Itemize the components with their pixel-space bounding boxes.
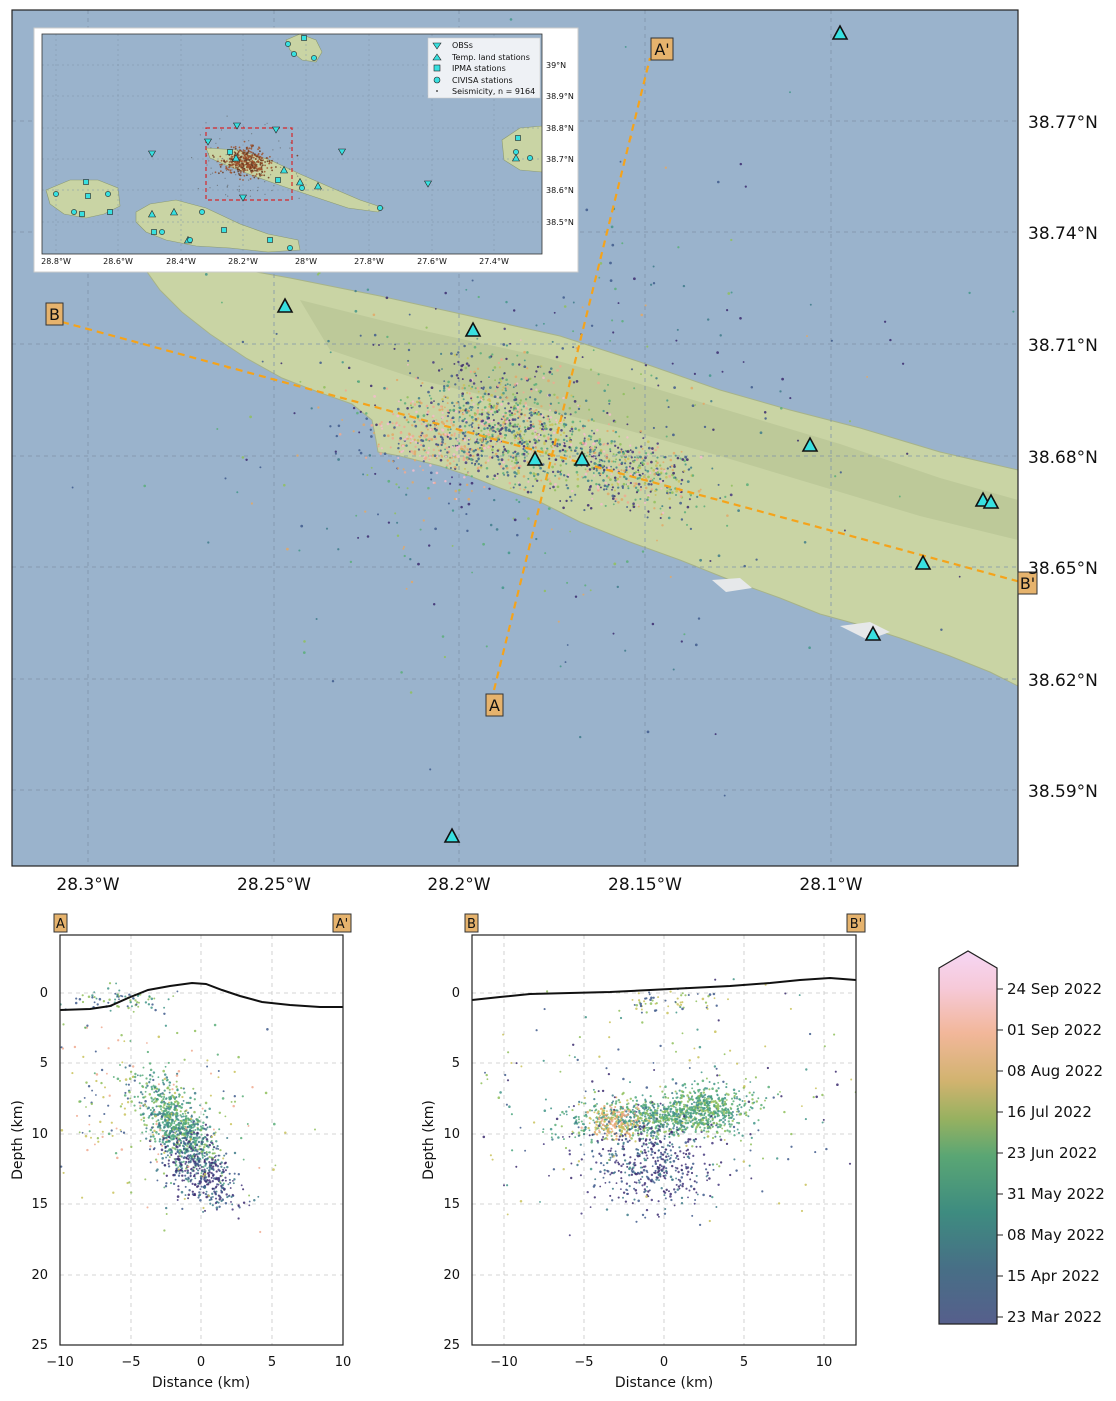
colorbar-label: 08 Aug 2022 — [1007, 1062, 1103, 1080]
svg-text:27.8°W: 27.8°W — [354, 257, 384, 266]
svg-text:5: 5 — [268, 1355, 276, 1370]
colorbar-label: 08 May 2022 — [1007, 1226, 1105, 1244]
colorbar: 24 Sep 2022 01 Sep 2022 08 Aug 2022 16 J… — [939, 951, 1105, 1326]
section-a-marker-start: A — [54, 914, 67, 932]
svg-text:28.8°W: 28.8°W — [41, 257, 71, 266]
lon-tick: 28.15°W — [608, 875, 682, 895]
svg-text:28.2°W: 28.2°W — [228, 257, 258, 266]
lat-tick: 38.59°N — [1028, 782, 1098, 802]
section-b-ylabel: Depth (km) — [421, 1100, 437, 1180]
lat-tick: 38.77°N — [1028, 113, 1098, 133]
legend-seismicity: Seismicity, n = 9164 — [452, 87, 535, 96]
svg-text:38.6°N: 38.6°N — [546, 186, 574, 195]
profile-marker-a-prime: A' — [651, 38, 673, 60]
colorbar-label: 15 Apr 2022 — [1007, 1267, 1100, 1285]
colorbar-label: 23 Jun 2022 — [1007, 1144, 1097, 1162]
colorbar-label: 31 May 2022 — [1007, 1185, 1105, 1203]
svg-text:39°N: 39°N — [546, 61, 566, 70]
lat-tick: 38.74°N — [1028, 224, 1098, 244]
svg-text:28.6°W: 28.6°W — [103, 257, 133, 266]
colorbar-label: 23 Mar 2022 — [1007, 1308, 1102, 1326]
svg-text:15: 15 — [31, 1197, 48, 1212]
svg-text:27.4°W: 27.4°W — [479, 257, 509, 266]
svg-text:20: 20 — [31, 1268, 48, 1283]
map-lat-ticks: 38.77°N 38.74°N 38.71°N 38.68°N 38.65°N … — [1028, 113, 1098, 802]
seismicity-legend-icon — [436, 90, 438, 92]
cross-section-a: A A' Distance (km) Depth (km) −10 −5 0 5… — [0, 914, 354, 1391]
svg-text:28°W: 28°W — [295, 257, 317, 266]
section-b-marker-start: B — [465, 914, 478, 932]
svg-text:B: B — [49, 305, 60, 324]
svg-text:10: 10 — [31, 1127, 48, 1142]
section-b-yticks: 0 5 10 15 20 25 — [443, 986, 460, 1353]
section-b-xlabel: Distance (km) — [615, 1375, 713, 1391]
svg-text:27.6°W: 27.6°W — [417, 257, 447, 266]
svg-text:−10: −10 — [46, 1355, 73, 1370]
lat-tick: 38.71°N — [1028, 336, 1098, 356]
inset-legend: OBSs Temp. land stations IPMA stations C… — [428, 38, 540, 98]
svg-text:10: 10 — [335, 1355, 352, 1370]
colorbar-label: 24 Sep 2022 — [1007, 980, 1102, 998]
lat-tick: 38.62°N — [1028, 671, 1098, 691]
ipma-legend-icon — [434, 65, 440, 71]
colorbar-labels: 24 Sep 2022 01 Sep 2022 08 Aug 2022 16 J… — [1007, 980, 1105, 1326]
section-b-xticks: −10 −5 0 5 10 — [490, 1355, 832, 1370]
svg-text:A: A — [56, 917, 65, 932]
svg-text:38.7°N: 38.7°N — [546, 155, 574, 164]
colorbar-label: 16 Jul 2022 — [1007, 1103, 1092, 1121]
svg-text:38.5°N: 38.5°N — [546, 218, 574, 227]
svg-text:5: 5 — [40, 1056, 48, 1071]
svg-text:25: 25 — [31, 1338, 48, 1353]
colorbar-gradient — [939, 951, 997, 1324]
svg-text:A': A' — [336, 917, 348, 932]
svg-text:−5: −5 — [121, 1355, 140, 1370]
section-a-ylabel: Depth (km) — [10, 1100, 26, 1180]
map-lon-ticks: 28.3°W 28.25°W 28.2°W 28.15°W 28.1°W — [56, 875, 862, 895]
section-a-marker-end: A' — [333, 914, 351, 932]
lat-tick: 38.65°N — [1028, 559, 1098, 579]
svg-text:28.4°W: 28.4°W — [166, 257, 196, 266]
section-a-xticks: −10 −5 0 5 10 — [46, 1355, 351, 1370]
cross-section-b: B B' Distance (km) Depth (km) −10 −5 0 5… — [300, 914, 1017, 1391]
section-b-marker-end: B' — [847, 914, 865, 932]
civisa-legend-icon — [434, 77, 440, 83]
lon-tick: 28.1°W — [799, 875, 862, 895]
legend-civisa: CIVISA stations — [452, 76, 513, 85]
svg-text:0: 0 — [197, 1355, 205, 1370]
lon-tick: 28.2°W — [427, 875, 490, 895]
profile-marker-a: A — [486, 694, 503, 716]
section-a-xlabel: Distance (km) — [152, 1375, 250, 1391]
colorbar-label: 01 Sep 2022 — [1007, 1021, 1102, 1039]
inset-map: OBSs Temp. land stations IPMA stations C… — [25, 28, 578, 272]
svg-text:38.9°N: 38.9°N — [546, 92, 574, 101]
svg-text:A: A — [489, 696, 500, 715]
lat-tick: 38.68°N — [1028, 448, 1098, 468]
legend-ipma: IPMA stations — [452, 64, 506, 73]
svg-text:A': A' — [654, 40, 669, 59]
lon-tick: 28.25°W — [237, 875, 311, 895]
legend-temp-land: Temp. land stations — [451, 53, 530, 62]
legend-obs: OBSs — [452, 41, 473, 50]
section-a-yticks: 0 5 10 15 20 25 — [31, 986, 48, 1353]
svg-text:0: 0 — [40, 986, 48, 1001]
svg-text:38.8°N: 38.8°N — [546, 124, 574, 133]
lon-tick: 28.3°W — [56, 875, 119, 895]
profile-marker-b: B — [46, 303, 63, 325]
